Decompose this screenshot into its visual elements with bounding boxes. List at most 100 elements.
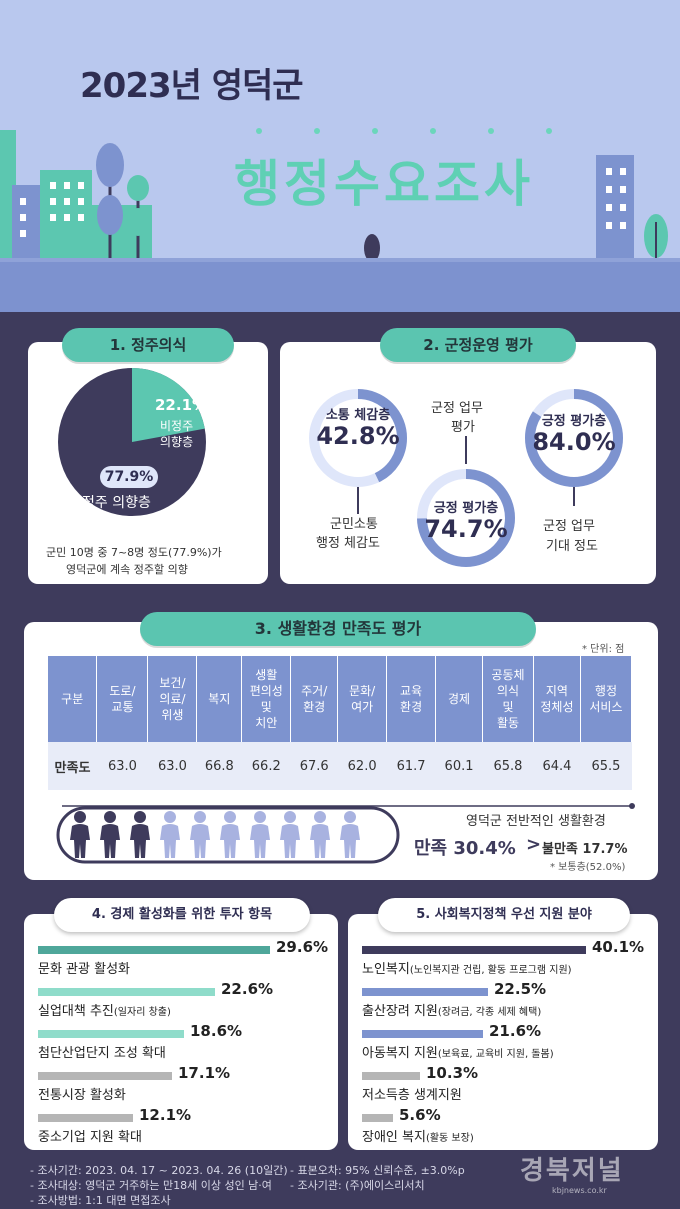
bar: [362, 946, 586, 954]
section3-title: 3. 생활환경 만족도 평가: [140, 612, 536, 646]
bar-label-sub: (장려금, 각종 세제 혜택): [437, 1007, 542, 1018]
table-header-item: 주거/ 환경: [290, 656, 339, 742]
section2-card: [280, 342, 656, 584]
bar-label-main: 장애인 복지: [362, 1130, 426, 1145]
bar: [38, 1030, 184, 1038]
bar: [362, 988, 488, 996]
bar-label-sub: (일자리 창출): [113, 1007, 171, 1018]
bar: [362, 1030, 483, 1038]
ring2-caption-1: 군정 업무: [431, 401, 483, 416]
table-cell-value: 62.0: [337, 742, 387, 790]
footer-error: - 표본오차: 95% 신뢰수준, ±3.0%p: [290, 1164, 465, 1177]
bar-value: 21.6%: [489, 1022, 542, 1040]
person-icon-other: [250, 811, 270, 858]
section1-caption-2: 영덕군에 계속 정주할 의향: [66, 563, 188, 576]
bar: [38, 1072, 172, 1080]
ring2-value: 74.7%: [424, 515, 508, 543]
bar-label-main: 저소득층 생계지원: [362, 1088, 462, 1103]
satisfaction-table-wrap: 구분 도로/ 교통 보건/ 의료/ 위생 복지 생활 편의성 및 치안 주거/ 환경 문화/…: [48, 656, 633, 790]
economy-bar-chart: 29.6% 문화 관광 활성화 22.6% 실업대책 추진(일자리 창출) 18.6% 첨…: [38, 938, 338, 1146]
logo: 경북저널: [520, 1156, 624, 1186]
nonresident-label-1: 비정주: [160, 419, 194, 433]
bar-label-sub: (노인복지관 건립, 활동 프로그램 지원): [409, 965, 572, 976]
table-header-item: 경제: [435, 656, 483, 742]
bar-label-sub: (보육료, 교육비 지원, 돌봄): [437, 1049, 554, 1060]
section2-title: 2. 군정운영 평가: [380, 328, 576, 362]
summary-title: 영덕군 전반적인 생활환경: [466, 814, 606, 829]
section4-title: 4. 경제 활성화를 위한 투자 항목: [54, 898, 310, 932]
ring-communication: [309, 389, 407, 487]
table-header-item: 복지: [196, 656, 243, 742]
ring2-caption-2: 평가: [451, 420, 475, 435]
neutral-note: * 보통층(52.0%): [550, 862, 626, 873]
bar-label: 장애인 복지(활동 보장): [362, 1126, 474, 1145]
footer-method: - 조사방법: 1:1 대면 면접조사: [30, 1194, 171, 1207]
evaluation-ring-charts: [309, 389, 623, 567]
bar-value: 29.6%: [276, 938, 329, 956]
resident-pct: 77.9%: [100, 466, 158, 488]
section5-title: 5. 사회복지정책 우선 지원 분야: [378, 898, 630, 932]
bar-value: 10.3%: [426, 1064, 479, 1082]
bar-label: 문화 관광 활성화: [38, 958, 130, 977]
ring3-label: 긍정 평가층: [541, 414, 607, 429]
section1-title: 1. 정주의식: [62, 328, 234, 362]
bar-value: 22.6%: [221, 980, 274, 998]
bar-label: 첨단산업단지 조성 확대: [38, 1042, 166, 1061]
bar-label-main: 전통시장 활성화: [38, 1088, 126, 1103]
dissatisfied-value: 불만족 17.7%: [542, 842, 628, 857]
satisfied-value: 만족 30.4%: [414, 838, 516, 859]
bar-label-sub: (활동 보장): [425, 1133, 474, 1144]
unit-note: * 단위: 점: [582, 644, 625, 655]
table-cell-value: 64.4: [533, 742, 581, 790]
person-icon-other: [220, 811, 240, 858]
bar-value: 5.6%: [399, 1106, 441, 1124]
bar-label: 저소득층 생계지원: [362, 1084, 462, 1103]
table-cell-value: 61.7: [386, 742, 436, 790]
bar-label: 노인복지(노인복지관 건립, 활동 프로그램 지원): [362, 958, 572, 977]
bar: [38, 1114, 133, 1122]
footer-period: - 조사기간: 2023. 04. 17 ~ 2023. 04. 26 (10일…: [30, 1164, 288, 1177]
ring3-caption-1: 군정 업무: [543, 519, 595, 534]
residence-pie-chart: [58, 368, 206, 516]
table-header-item: 지역 정체성: [533, 656, 581, 742]
ring3-caption-2: 기대 정도: [546, 539, 598, 554]
bar-label-main: 노인복지: [362, 962, 410, 977]
title-main: 행정수요조사: [234, 155, 534, 213]
bar-label-main: 실업대책 추진: [38, 1004, 114, 1019]
bar: [38, 946, 270, 954]
bar-label: 중소기업 지원 확대: [38, 1126, 142, 1145]
pie-slice-nonresident: [132, 368, 205, 442]
person-icon-satisfied: [70, 811, 90, 858]
person-icon-other: [340, 811, 360, 858]
logo-url: kbjnews.co.kr: [552, 1186, 607, 1195]
person-icon-satisfied: [130, 811, 150, 858]
table-cell-value: 63.0: [147, 742, 197, 790]
ring-work-expectation: [525, 389, 623, 487]
bar-value: 17.1%: [178, 1064, 231, 1082]
header-banner: 2023년 영덕군 행정수요조사: [0, 0, 680, 312]
person-icon-satisfied: [100, 811, 120, 858]
ground: [0, 262, 680, 312]
table-header-item: 문화/ 여가: [337, 656, 388, 742]
table-header-item: 도로/ 교통: [96, 656, 149, 742]
bar-label-main: 첨단산업단지 조성 확대: [38, 1046, 166, 1061]
row-label: 만족도: [48, 742, 97, 790]
table-cell-value: 60.1: [435, 742, 483, 790]
ring1-caption-2: 행정 체감도: [316, 536, 380, 551]
compare-sign: >: [526, 834, 542, 855]
footer-target: - 조사대상: 영덕군 거주하는 만18세 이상 성인 남·여: [30, 1179, 272, 1192]
bar-label: 아동복지 지원(보육료, 교육비 지원, 돌봄): [362, 1042, 554, 1061]
ring1-caption-1: 군민소통: [330, 517, 378, 532]
ring1-label: 소통 체감층: [325, 408, 391, 423]
ring3-value: 84.0%: [532, 428, 616, 456]
bar-value: 22.5%: [494, 980, 547, 998]
resident-label: 정주 의향층: [82, 495, 151, 511]
bar-label: 출산장려 지원(장려금, 각종 세제 혜택): [362, 1000, 541, 1019]
person-icon-other: [280, 811, 300, 858]
table-header-item: 공동체 의식 및 활동: [482, 656, 534, 742]
bar: [38, 988, 215, 996]
nonresident-label-2: 의향층: [160, 435, 194, 449]
bar: [362, 1114, 393, 1122]
bar-label-main: 중소기업 지원 확대: [38, 1130, 142, 1145]
people-icons: [70, 811, 360, 858]
